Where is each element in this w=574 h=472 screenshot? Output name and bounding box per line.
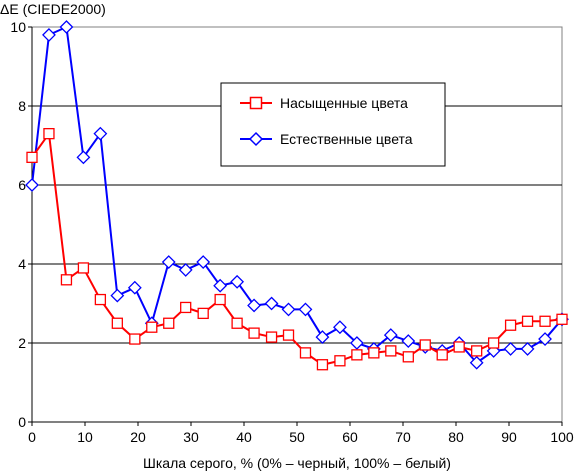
x-tick-label: 50 [289, 429, 305, 445]
legend: Насыщенные цвета Естественные цвета [220, 82, 446, 167]
data-point-diamond [383, 328, 398, 343]
series-group [25, 20, 569, 371]
data-point-square [419, 339, 431, 351]
data-point-square [504, 319, 517, 331]
data-point-diamond [469, 355, 484, 370]
data-point-square [471, 345, 483, 357]
data-point-diamond [196, 255, 211, 269]
legend-label-saturated: Насыщенные цвета [280, 95, 408, 111]
x-tick-label: 20 [130, 429, 146, 445]
data-point-diamond [520, 342, 535, 356]
data-point-square [299, 347, 312, 359]
y-tick-label: 8 [18, 98, 26, 114]
data-point-square [385, 345, 397, 357]
x-tick-label: 10 [77, 429, 93, 445]
x-tick-label: 80 [448, 429, 464, 445]
series-1 [25, 20, 569, 370]
y-tick-label: 10 [10, 19, 26, 35]
x-tick-label: 60 [342, 429, 358, 445]
data-point-square [402, 351, 414, 363]
data-point-square [334, 355, 346, 367]
data-point-square [487, 337, 500, 349]
data-point-diamond [401, 334, 416, 348]
data-point-square [316, 359, 329, 371]
data-point-square [43, 127, 55, 140]
data-point-square [539, 315, 551, 327]
data-point-square [146, 321, 158, 333]
data-point-square [248, 327, 260, 339]
data-point-diamond [127, 280, 142, 295]
data-point-square [214, 293, 226, 306]
y-tick-label: 2 [18, 335, 26, 351]
data-point-square [453, 341, 465, 353]
data-point-square [265, 331, 278, 343]
data-point-diamond [25, 178, 39, 192]
x-tick-label: 100 [550, 429, 574, 445]
y-tick-label: 4 [18, 256, 26, 272]
data-point-diamond [110, 288, 125, 303]
data-point-diamond [93, 126, 108, 141]
x-tick-label: 0 [28, 429, 36, 445]
data-point-square [26, 151, 38, 164]
data-point-diamond [333, 320, 347, 335]
y-tick-label: 6 [18, 177, 26, 193]
x-tick-label: 70 [395, 429, 411, 445]
data-point-square [351, 349, 363, 361]
data-point-diamond [349, 336, 364, 350]
y-axis-title: ΔE (CIEDE2000) [0, 1, 106, 17]
legend-marker-square-saturated [249, 96, 263, 110]
data-point-square [180, 301, 192, 314]
data-point-square [231, 317, 243, 329]
data-point-square [282, 329, 295, 341]
data-point-diamond [315, 330, 330, 344]
data-point-diamond [281, 302, 296, 317]
data-point-square [60, 274, 73, 286]
data-point-diamond [42, 27, 56, 42]
x-tick-label: 90 [501, 429, 517, 445]
data-point-square [129, 333, 141, 345]
data-point-diamond [178, 263, 193, 277]
data-point-diamond [247, 298, 261, 313]
x-tick-label: 30 [183, 429, 199, 445]
data-point-square [521, 315, 534, 327]
data-point-diamond [59, 20, 74, 34]
y-tick-label: 0 [18, 414, 26, 430]
x-tick-label: 40 [236, 429, 252, 445]
data-point-square [368, 347, 380, 359]
data-point-square [77, 262, 90, 274]
legend-label-natural: Естественные цвета [280, 131, 413, 147]
data-point-square [111, 317, 123, 329]
data-point-square [94, 293, 107, 306]
data-point-square [197, 307, 209, 320]
data-point-diamond [230, 274, 245, 289]
data-point-diamond [161, 255, 176, 269]
data-point-diamond [76, 150, 91, 165]
data-point-square [556, 313, 568, 325]
data-point-square [163, 317, 175, 329]
data-point-square [436, 349, 448, 361]
legend-marker-diamond-natural [248, 131, 264, 147]
data-point-diamond [213, 278, 228, 293]
data-point-diamond [298, 302, 313, 317]
data-point-diamond [503, 342, 518, 356]
data-point-diamond [264, 296, 279, 311]
series-0 [26, 127, 568, 371]
data-point-diamond [538, 332, 552, 346]
x-axis-title: Шкала серого, % (0% – черный, 100% – бел… [143, 455, 451, 471]
